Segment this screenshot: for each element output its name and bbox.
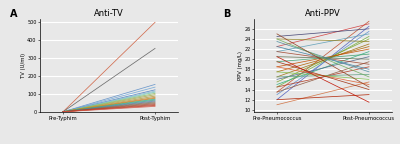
Text: B: B (224, 9, 231, 19)
Y-axis label: PPV (mg/L): PPV (mg/L) (238, 51, 243, 80)
Y-axis label: TV (U/ml): TV (U/ml) (21, 53, 26, 78)
Text: A: A (10, 9, 17, 19)
Title: Anti-TV: Anti-TV (94, 9, 124, 18)
Title: Anti-PPV: Anti-PPV (305, 9, 341, 18)
